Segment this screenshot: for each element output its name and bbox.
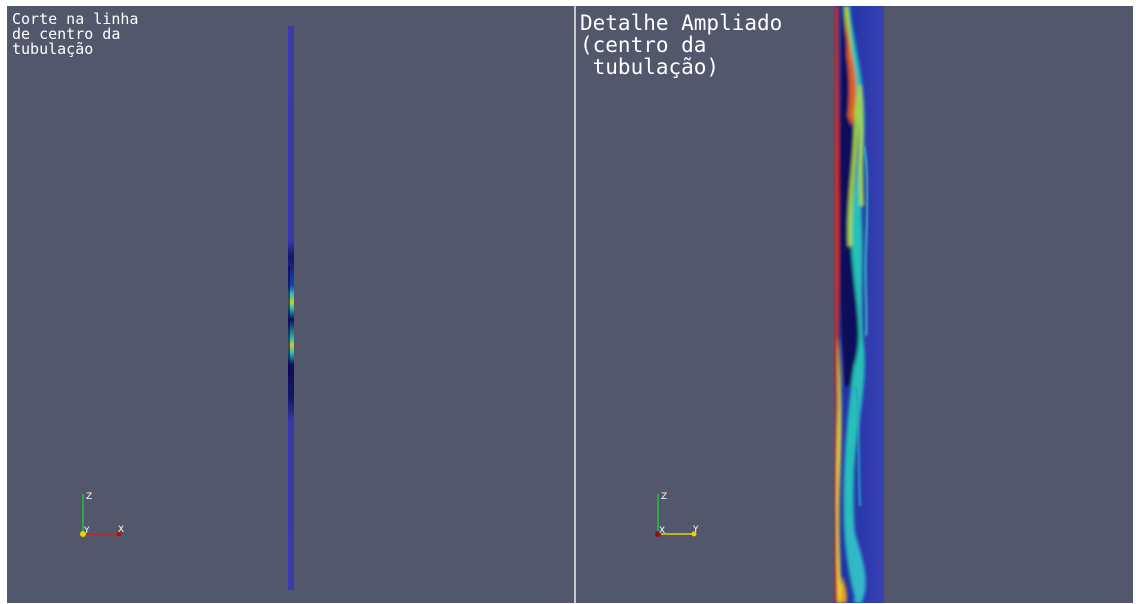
render-view-right[interactable]: Detalhe Ampliado (centro da tubulação)	[576, 6, 1133, 603]
axis-origin	[80, 531, 86, 537]
axis-label-x: X	[118, 525, 124, 535]
detail-side-streak-lower	[855, 385, 861, 507]
axis-origin	[655, 531, 661, 537]
axis-label-y: Y	[83, 526, 90, 536]
pipe-slice-core	[288, 266, 290, 376]
view-right-caption: Detalhe Ampliado (centro da tubulação)	[580, 11, 783, 79]
detail-wall-halo	[836, 336, 842, 603]
pipe-detail-field	[834, 6, 884, 603]
pipe-slice-full	[288, 26, 294, 590]
paraview-app: Corte na linha de centro da tubulação	[7, 6, 1133, 603]
view-splitter[interactable]	[574, 6, 576, 603]
orientation-axes-right: Z X Y	[648, 490, 708, 550]
axis-x-cap	[116, 531, 122, 537]
render-view-left[interactable]: Corte na linha de centro da tubulação	[7, 6, 574, 603]
detail-wall-layer	[834, 6, 839, 603]
detail-vortex-lower	[848, 506, 866, 603]
detail-hot-bottom	[840, 576, 847, 603]
axis-label-z: Z	[661, 492, 667, 502]
axis-label-y: Y	[692, 525, 699, 535]
detail-side-streak	[863, 145, 869, 337]
view-left-caption: Corte na linha de centro da tubulação	[12, 10, 139, 58]
detail-dark-core	[838, 6, 860, 386]
pipe-slice-fill	[288, 26, 294, 590]
axis-label-x: X	[659, 526, 665, 536]
axis-label-z: Z	[86, 492, 92, 502]
detail-hot-streak-top	[846, 6, 857, 126]
axis-y-cap	[691, 531, 697, 537]
orientation-axes-left: Z Y X	[73, 490, 133, 550]
